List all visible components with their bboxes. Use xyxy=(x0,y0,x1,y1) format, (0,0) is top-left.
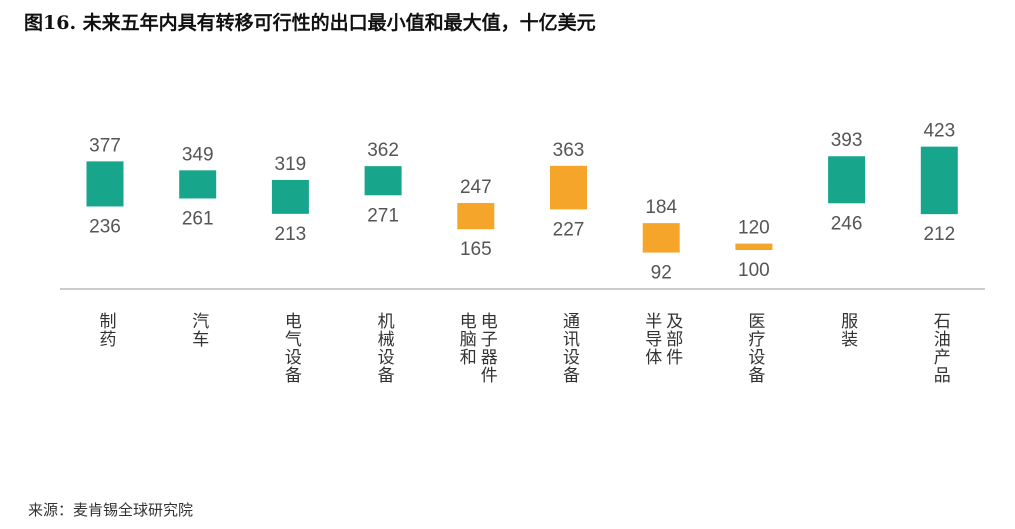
bar-range xyxy=(920,146,958,215)
min-value-label: 213 xyxy=(275,224,307,245)
min-value-label: 212 xyxy=(923,224,955,245)
min-value-label: 227 xyxy=(553,219,585,240)
max-value-label: 184 xyxy=(645,197,677,218)
category-label: 医疗设备 xyxy=(744,312,765,384)
category-label-column: 电气设备 xyxy=(280,312,301,384)
category-label: 汽车 xyxy=(188,312,209,348)
category-label-column: 制药 xyxy=(95,312,116,348)
max-value-label: 362 xyxy=(367,140,399,161)
category-label-column: 机械设备 xyxy=(373,312,394,384)
max-value-label: 363 xyxy=(553,140,585,161)
category-label: 通讯设备 xyxy=(559,312,579,384)
min-value-label: 246 xyxy=(831,213,863,234)
category-label: 电脑和 电子器件 xyxy=(455,312,497,384)
bar-range xyxy=(828,156,866,204)
chart-title: 图16. 未来五年内具有转移可行性的出口最小值和最大值，十亿美元 xyxy=(24,12,596,34)
category-label-column: 汽车 xyxy=(188,312,209,348)
category-label: 机械设备 xyxy=(373,312,394,384)
category-label-column: 通讯设备 xyxy=(559,312,579,384)
category-label-column: 电脑和 xyxy=(455,312,476,366)
category-label-column: 电子器件 xyxy=(476,312,497,384)
min-value-label: 92 xyxy=(651,263,672,284)
category-label: 服装 xyxy=(837,312,858,348)
max-value-label: 423 xyxy=(923,121,955,142)
category-label-column: 医疗设备 xyxy=(744,312,765,384)
min-value-label: 100 xyxy=(738,260,770,281)
category-label-column: 半导体 xyxy=(641,312,662,366)
category-label: 半导体 及部件 xyxy=(641,312,683,366)
bar-range xyxy=(735,243,773,250)
category-label-column: 石油产品 xyxy=(929,312,950,384)
category-label: 石油产品 xyxy=(929,312,950,384)
category-label: 电气设备 xyxy=(280,312,301,384)
min-value-label: 236 xyxy=(89,216,121,237)
category-label-column: 及部件 xyxy=(662,312,683,366)
floating-bar-chart: 377 236 349 261 319 213 362 271 247 165 363 227 184 9… xyxy=(60,121,985,290)
category-label-column: 服装 xyxy=(837,312,858,348)
bar-range xyxy=(642,223,680,253)
max-value-label: 349 xyxy=(182,144,214,165)
min-value-label: 261 xyxy=(182,208,214,229)
max-value-label: 319 xyxy=(275,154,307,175)
category-label: 制药 xyxy=(95,312,116,348)
bar-range xyxy=(457,202,495,230)
max-value-label: 393 xyxy=(831,130,863,151)
max-value-label: 120 xyxy=(738,218,770,239)
bar-range xyxy=(86,161,124,207)
min-value-label: 165 xyxy=(460,239,492,260)
bar-range xyxy=(179,170,217,199)
min-value-label: 271 xyxy=(367,205,399,226)
source-note: 来源：麦肯锡全球研究院 xyxy=(28,501,194,519)
max-value-label: 377 xyxy=(89,135,121,156)
bar-range xyxy=(364,166,402,196)
bar-range xyxy=(271,179,309,214)
max-value-label: 247 xyxy=(460,177,492,198)
bar-range xyxy=(550,165,587,210)
